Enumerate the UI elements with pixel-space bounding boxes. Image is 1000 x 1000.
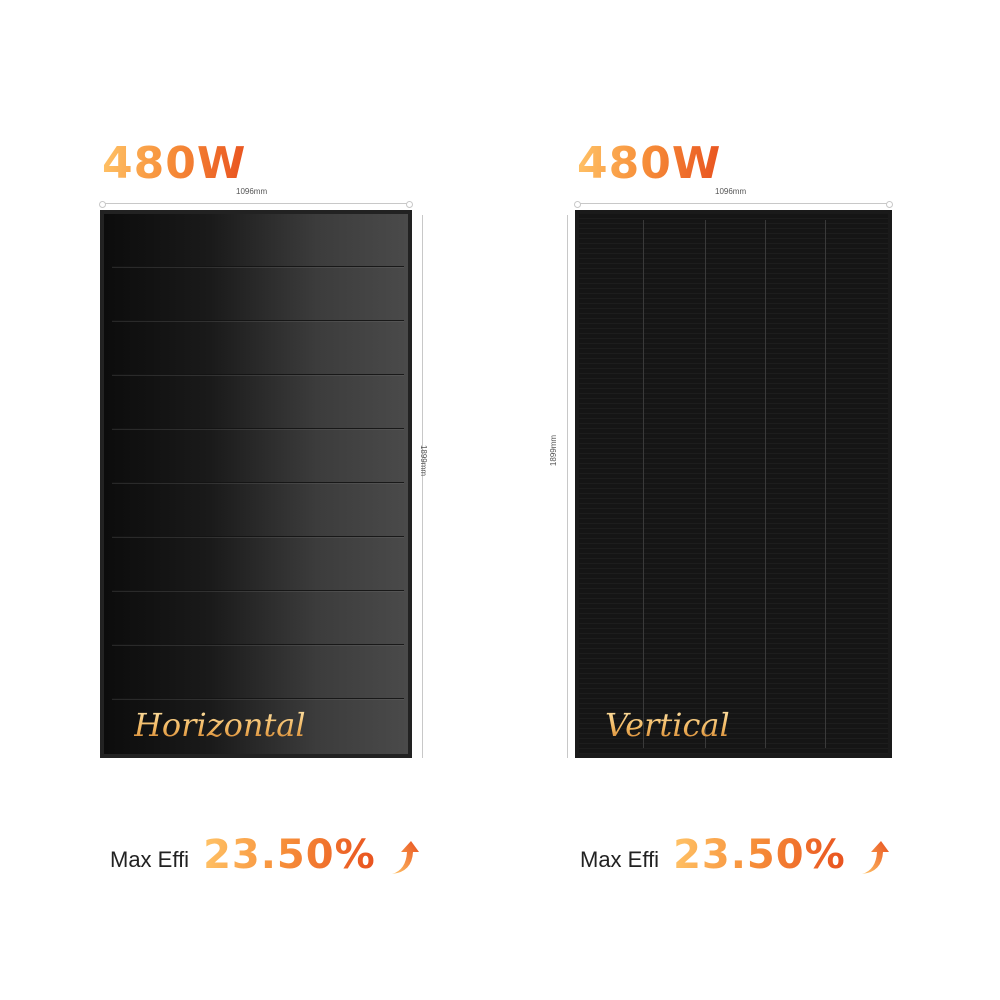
left-height-dimension-line	[422, 215, 423, 758]
panel-divider	[112, 374, 404, 375]
panel-divider	[112, 266, 404, 267]
arrow-up-icon	[861, 841, 889, 874]
horizontal-label: Horizontal	[134, 706, 306, 744]
left-max-efficiency: Max Effi 23.50%	[110, 832, 420, 878]
arrow-up-icon	[391, 841, 419, 874]
right-height-dimension: 1899mm	[549, 434, 559, 467]
panel-divider	[825, 220, 826, 748]
vertical-label: Vertical	[605, 706, 730, 744]
left-width-dimension: 1096mm	[236, 187, 268, 196]
panel-divider	[705, 220, 706, 748]
panel-divider	[765, 220, 766, 748]
panel-divider	[112, 536, 404, 537]
panel-divider	[112, 482, 404, 483]
panel-divider	[112, 590, 404, 591]
right-height-dimension-line	[567, 215, 568, 758]
left-effi-value: 23.50%	[203, 832, 376, 878]
left-height-dimension: 1899mm	[419, 444, 429, 477]
panel-divider	[112, 644, 404, 645]
panel-divider	[643, 220, 644, 748]
right-width-dimension-line	[574, 201, 893, 208]
right-width-dimension: 1096mm	[715, 187, 747, 196]
panel-divider	[112, 428, 404, 429]
vertical-solar-panel	[575, 210, 892, 758]
panel-divider	[112, 698, 404, 699]
right-effi-label: Max Effi	[580, 847, 660, 872]
right-effi-value: 23.50%	[673, 832, 846, 878]
right-power-rating: 480W	[577, 138, 722, 189]
panel-divider	[112, 320, 404, 321]
left-power-rating: 480W	[102, 138, 247, 189]
right-max-efficiency: Max Effi 23.50%	[580, 832, 890, 878]
horizontal-solar-panel	[100, 210, 412, 758]
left-width-dimension-line	[99, 201, 413, 208]
left-effi-label: Max Effi	[110, 847, 190, 872]
